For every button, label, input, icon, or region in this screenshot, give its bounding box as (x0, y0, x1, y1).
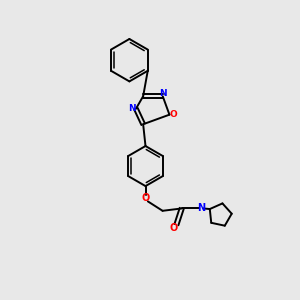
Text: O: O (141, 194, 150, 203)
Text: N: N (197, 203, 206, 214)
Text: N: N (160, 89, 167, 98)
Text: O: O (170, 223, 178, 233)
Text: O: O (170, 110, 178, 118)
Text: N: N (129, 104, 136, 113)
